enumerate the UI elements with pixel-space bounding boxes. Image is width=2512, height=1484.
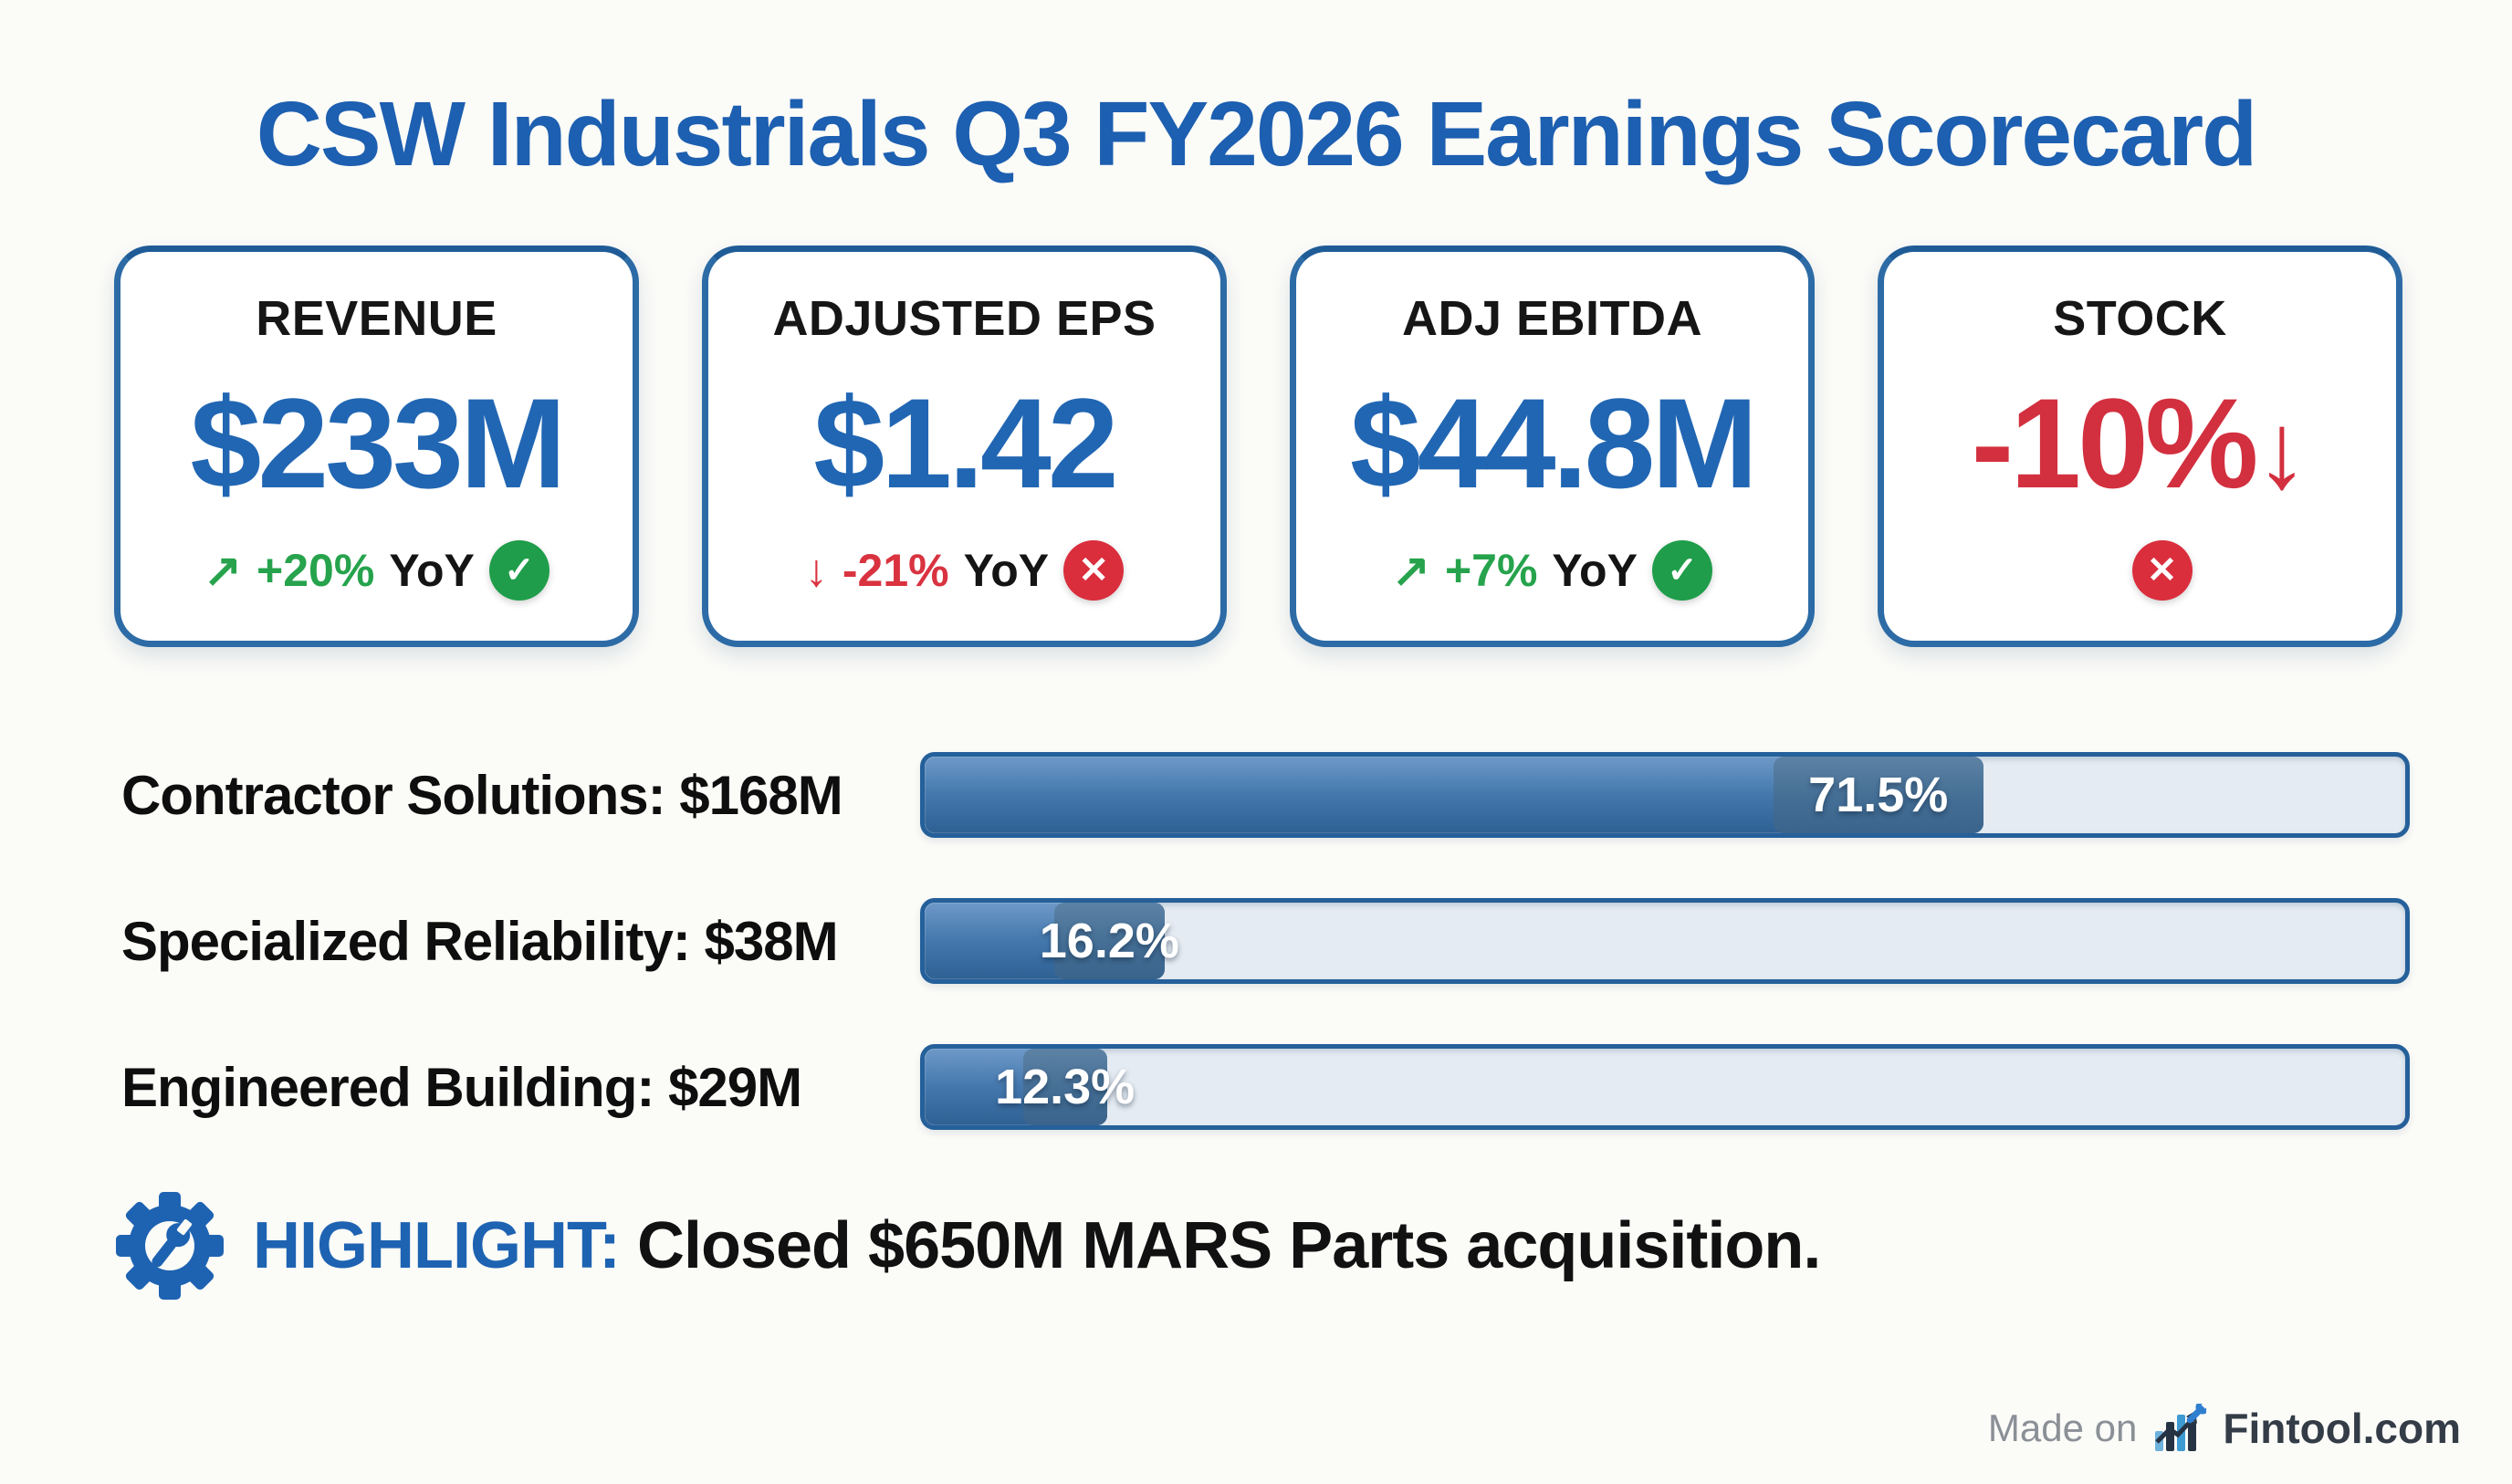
segment-bar-track: 16.2%: [920, 898, 2410, 984]
trend-arrow-icon: ↓: [804, 545, 828, 596]
metric-cards-row: REVENUE $233M ↗ +20% YoY ADJUSTED EPS $1…: [114, 246, 2402, 647]
metric-delta-row: ↗ +7% YoY: [1392, 540, 1712, 601]
attribution-footer: Made on Fintool.com: [1988, 1404, 2461, 1453]
yoy-label: YoY: [963, 545, 1050, 596]
metric-value: $1.42: [813, 380, 1118, 507]
segment-row: Specialized Reliability: $38M 16.2%: [121, 898, 2410, 984]
metric-value: $233M: [190, 380, 566, 507]
segment-percent-label: 16.2%: [1039, 914, 1179, 968]
metric-delta-row: [2088, 540, 2193, 601]
trend-arrow-icon: ↗: [1392, 545, 1430, 596]
segment-percent-label: 12.3%: [995, 1060, 1136, 1114]
yoy-label: YoY: [1552, 545, 1638, 596]
segment-bar-cap: 16.2%: [1040, 903, 1179, 979]
metric-delta-row: ↗ +20% YoY: [204, 540, 550, 601]
status-badge-icon: [488, 540, 550, 601]
brand-label: Fintool.com: [2223, 1405, 2461, 1452]
page-title: CSW Industrials Q3 FY2026 Earnings Score…: [256, 83, 2258, 185]
segment-row: Contractor Solutions: $168M 71.5%: [121, 752, 2410, 838]
metric-label: STOCK: [2053, 291, 2227, 346]
gear-wrench-icon: [116, 1192, 224, 1300]
segment-bar-track: 12.3%: [920, 1044, 2410, 1130]
metric-value: $44.8M: [1350, 380, 1758, 507]
segment-bar-fill: 71.5%: [925, 757, 1983, 833]
trend-arrow-icon: ↗: [204, 545, 243, 596]
metric-label: REVENUE: [256, 291, 497, 346]
made-on-label: Made on: [1987, 1406, 2138, 1449]
metric-delta-row: ↓ -21% YoY: [804, 540, 1125, 601]
segment-bar-cap: 71.5%: [1773, 757, 1983, 833]
segment-bar-fill: 12.3%: [925, 1049, 1135, 1125]
segment-bar-track: 71.5%: [920, 752, 2410, 838]
delta-value: +20%: [256, 545, 375, 596]
metric-value-text: -10%: [1971, 371, 2259, 515]
delta-value: -21%: [842, 545, 949, 596]
segment-bar-cap: 12.3%: [995, 1049, 1135, 1125]
metric-value-text: $1.42: [813, 371, 1118, 515]
segment-bar-fill: 16.2%: [925, 903, 1179, 979]
status-badge-icon: [2131, 540, 2193, 601]
segment-label: Engineered Building: $29M: [121, 1056, 802, 1118]
status-badge-icon: [1651, 540, 1712, 601]
metric-card: ADJUSTED EPS $1.42 ↓ -21% YoY: [702, 246, 1227, 647]
metric-value: -10%↓: [1972, 380, 2309, 507]
highlight-body: Closed $650M MARS Parts acquisition.: [636, 1209, 1821, 1282]
delta-value: +7%: [1444, 545, 1538, 596]
down-arrow-icon: ↓: [2255, 391, 2309, 511]
metric-card: ADJ EBITDA $44.8M ↗ +7% YoY: [1290, 246, 1815, 647]
metric-value-text: $44.8M: [1350, 371, 1758, 515]
metric-card: REVENUE $233M ↗ +20% YoY: [114, 246, 639, 647]
segment-bars: Contractor Solutions: $168M 71.5% Specia…: [0, 752, 2512, 1130]
metric-label: ADJUSTED EPS: [772, 291, 1157, 346]
metric-label: ADJ EBITDA: [1401, 291, 1703, 346]
segment-label: Contractor Solutions: $168M: [121, 764, 843, 826]
segment-percent-label: 71.5%: [1808, 768, 1949, 822]
metric-card: STOCK -10%↓: [1878, 246, 2402, 647]
highlight-text: HIGHLIGHT: Closed $650M MARS Parts acqui…: [253, 1208, 1821, 1283]
highlight-label: HIGHLIGHT:: [253, 1209, 621, 1282]
yoy-label: YoY: [389, 545, 475, 596]
segment-label: Specialized Reliability: $38M: [121, 910, 839, 972]
segment-row: Engineered Building: $29M 12.3%: [121, 1044, 2410, 1130]
metric-value-text: $233M: [190, 371, 566, 515]
highlight-row: HIGHLIGHT: Closed $650M MARS Parts acqui…: [114, 1190, 2421, 1301]
fintool-logo-icon: [2155, 1404, 2207, 1451]
status-badge-icon: [1063, 540, 1125, 601]
